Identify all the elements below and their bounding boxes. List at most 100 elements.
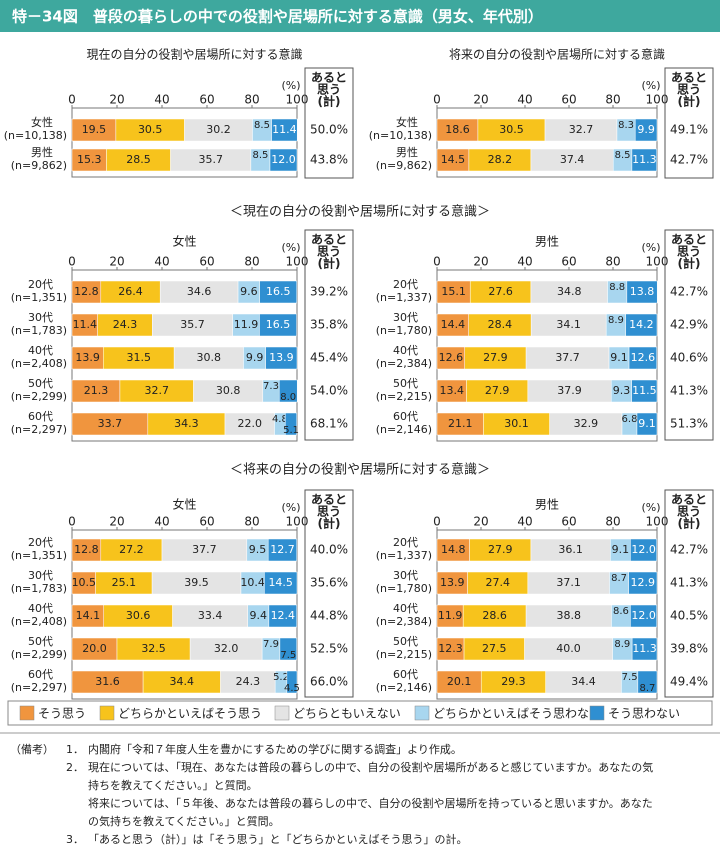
unit-label: (%) [641,501,660,514]
note-text: の気持ちを教えてください。」と質問。 [88,814,280,828]
note-text: 持ちを教えてください。」と質問。 [88,778,258,792]
total-value: 49.4% [670,675,708,689]
category-label: 30代 [28,569,53,582]
value-label: 22.0 [238,417,263,430]
total-box [304,229,354,441]
total-header: (計) [678,94,701,109]
value-label: 11.3 [632,153,657,166]
x-tick-label: 40 [517,515,532,529]
n-label: (n=2,297) [11,423,67,436]
x-tick-label: 60 [199,515,214,529]
value-label: 8.5 [615,150,631,161]
value-label: 16.5 [266,285,291,298]
total-value: 44.8% [310,609,348,623]
value-label: 5.1 [283,425,299,436]
value-label: 4.5 [284,683,300,694]
value-label: 13.9 [269,351,294,364]
value-label: 12.7 [270,543,295,556]
value-label: 12.0 [271,153,296,166]
x-tick-label: 100 [286,255,309,269]
value-label: 14.5 [268,576,293,589]
total-header: あると [311,493,347,507]
bar-segment [625,313,658,337]
category-label: 50代 [28,377,53,390]
n-label: (n=1,351) [11,291,67,304]
total-header: あると [311,71,347,85]
value-label: 9.3 [613,384,631,397]
bar-segment [634,118,658,142]
value-label: 12.3 [438,642,463,655]
total-value: 68.1% [310,417,348,431]
bar-segment [264,571,298,595]
value-label: 7.3 [263,381,279,392]
total-value: 35.6% [310,576,348,590]
total-header: (計) [318,94,341,109]
n-label: (n=1,783) [11,324,67,337]
value-label: 35.7 [198,153,223,166]
value-label: 11.3 [632,642,657,655]
value-label: 28.5 [126,153,151,166]
value-label: 27.6 [488,285,513,298]
total-value: 42.7% [670,285,708,299]
unit-label: (%) [281,501,300,514]
value-label: 37.9 [557,384,582,397]
value-label: 18.6 [445,123,470,136]
legend-frame [7,700,713,726]
x-tick-label: 100 [646,93,669,107]
bar-segment [285,412,298,436]
legend-swatch [99,705,115,721]
bar-segment [259,280,298,304]
value-label: 24.3 [236,675,261,688]
value-label: 12.6 [631,351,656,364]
n-label: (n=10,138) [4,129,67,142]
category-label: 50代 [28,635,53,648]
value-label: 30.5 [499,123,524,136]
total-value: 51.3% [670,417,708,431]
n-label: (n=2,297) [11,681,67,694]
category-label: 女性 [396,115,418,129]
value-label: 11.4 [73,318,98,331]
total-header: (計) [678,256,701,271]
total-value: 42.9% [670,318,708,332]
value-label: 16.5 [266,318,291,331]
category-label: 60代 [393,668,418,681]
n-label: (n=2,408) [11,357,67,370]
bar-segment [628,346,658,370]
chart-title: 将来の自分の役割や居場所に対する意識 [449,47,665,62]
value-label: 12.0 [631,609,656,622]
total-value: 41.3% [670,384,708,398]
value-label: 28.2 [488,153,513,166]
legend-label: どちらかといえばそう思わない [433,707,601,721]
value-label: 24.3 [113,318,138,331]
x-tick-label: 40 [154,515,169,529]
value-label: 38.8 [557,609,582,622]
value-label: 28.6 [482,609,507,622]
value-label: 37.7 [192,543,217,556]
total-value: 39.2% [310,285,348,299]
n-label: (n=2,299) [11,390,67,403]
category-label: 40代 [28,344,53,357]
total-value: 35.8% [310,318,348,332]
legend-label: そう思う [38,707,86,721]
value-label: 9.9 [246,351,264,364]
x-tick-label: 40 [517,255,532,269]
note-number: 1． [66,743,84,756]
bar-segment [259,313,297,337]
chart-title: 女性 [172,234,196,249]
value-label: 34.8 [557,285,582,298]
value-label: 34.4 [170,675,195,688]
value-label: 10.4 [240,576,265,589]
value-label: 35.7 [180,318,205,331]
value-label: 20.0 [82,642,107,655]
bar-segment [286,670,298,694]
category-label: 女性 [31,115,53,129]
chart-title: 男性 [535,235,559,249]
total-value: 66.0% [310,675,348,689]
category-label: 男性 [396,145,418,159]
n-label: (n=2,384) [376,615,432,628]
note-number: 3． [66,833,84,846]
total-header: (計) [678,516,701,531]
x-tick-label: 0 [68,255,76,269]
bar-segment [269,148,298,172]
total-header: (計) [318,516,341,531]
